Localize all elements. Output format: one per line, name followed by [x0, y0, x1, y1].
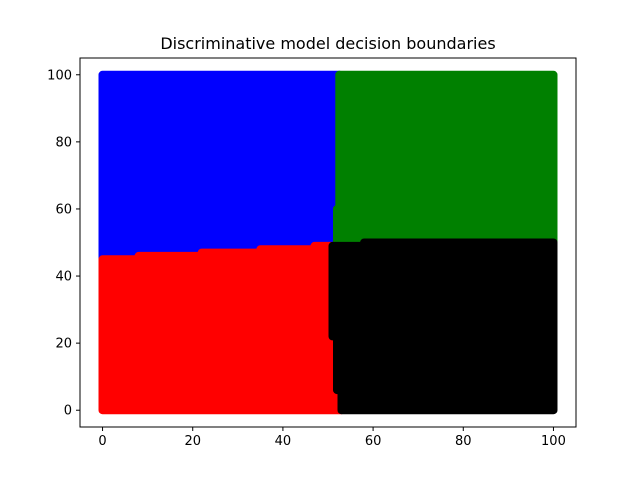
x-tick-label: 80	[455, 434, 472, 449]
y-tick-label: 40	[55, 270, 72, 285]
chart-title: Discriminative model decision boundaries	[160, 34, 495, 53]
x-tick-label: 20	[184, 434, 201, 449]
class-region-2	[98, 241, 346, 415]
class-region-0	[98, 70, 344, 264]
y-tick-label: 20	[55, 337, 72, 352]
x-tick-label: 100	[541, 434, 566, 449]
y-axis: 0 20 40 60 80 100	[47, 68, 80, 419]
y-tick-label: 100	[47, 68, 72, 83]
plot-frame	[79, 57, 577, 428]
x-tick-label: 60	[365, 434, 382, 449]
x-tick-label: 40	[275, 434, 292, 449]
class-region-3	[328, 238, 558, 415]
class-region-1	[333, 70, 558, 250]
y-tick-label: 60	[55, 202, 72, 217]
decision-regions	[98, 70, 558, 415]
y-tick-label: 0	[64, 404, 72, 419]
y-tick-label: 80	[55, 135, 72, 150]
x-axis: 0 20 40 60 80 100	[98, 427, 566, 449]
x-tick-label: 0	[98, 434, 106, 449]
